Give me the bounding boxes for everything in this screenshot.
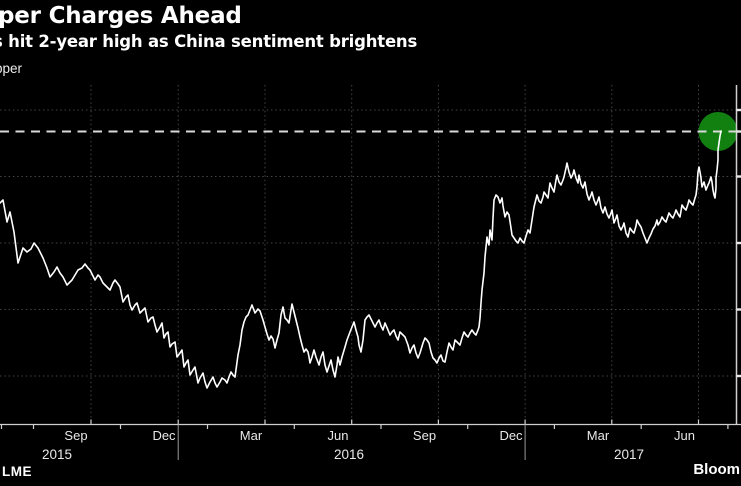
source-label: LME xyxy=(2,464,32,479)
x-tick-label: Sep xyxy=(413,428,436,443)
year-label: 2016 xyxy=(334,447,364,462)
chart-subtitle: s hit 2-year high as China sentiment bri… xyxy=(0,32,418,51)
x-tick-label: Jun xyxy=(674,428,695,443)
x-tick-label: Sep xyxy=(64,428,87,443)
year-label: 2015 xyxy=(42,447,72,462)
price-line xyxy=(0,130,722,389)
year-label: 2017 xyxy=(614,447,644,462)
x-tick-label: Jun xyxy=(328,428,349,443)
chart-title: per Charges Ahead xyxy=(0,3,242,29)
bloomberg-watermark: Bloom xyxy=(693,461,740,478)
series-legend-label: pper xyxy=(0,61,23,76)
x-tick-label: Dec xyxy=(499,428,523,443)
x-tick-label: Mar xyxy=(587,428,610,443)
x-tick-label: Dec xyxy=(152,428,176,443)
x-tick-label: Mar xyxy=(240,428,263,443)
